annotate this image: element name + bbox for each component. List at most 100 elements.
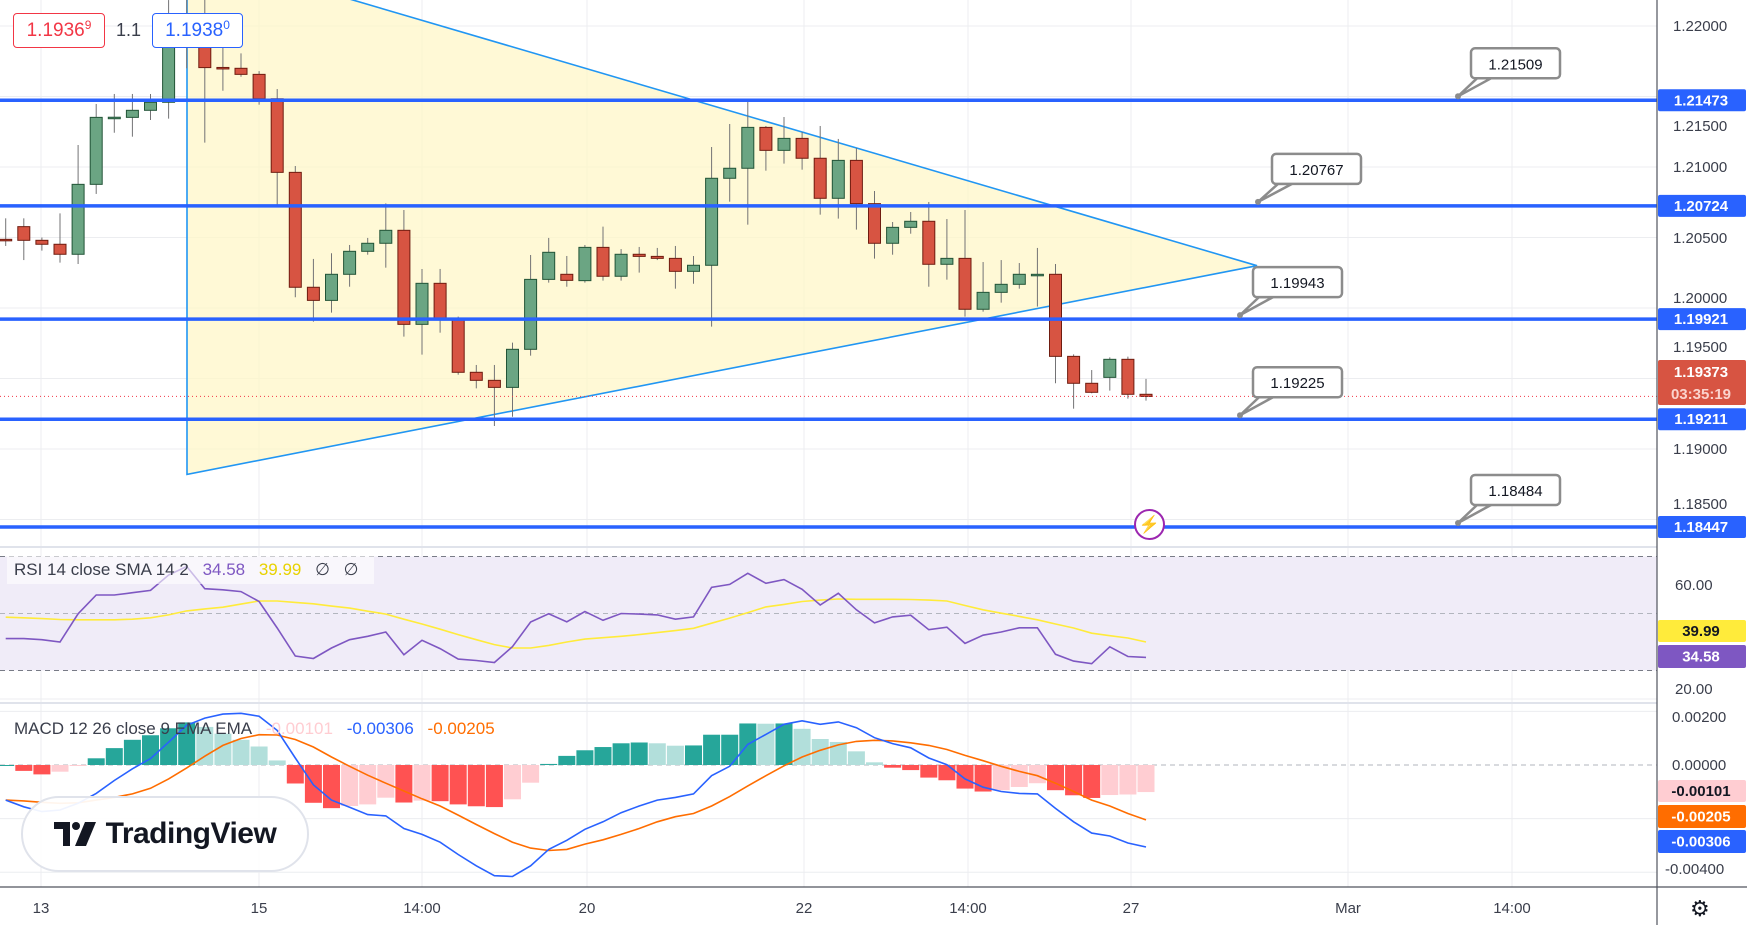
candle-down	[795, 137, 809, 159]
triangle-pattern[interactable]	[186, 0, 1258, 476]
macd-histogram-bar	[431, 765, 449, 802]
callout-price: 1.21509	[1488, 56, 1542, 73]
ask-price-button[interactable]: 1.19380	[152, 13, 243, 48]
macd-histogram-bar	[721, 734, 739, 765]
candle-up	[125, 109, 139, 118]
rsi-legend-title: RSI 14 close SMA 14 2	[14, 560, 189, 579]
macd-histogram-bar	[51, 765, 69, 772]
macd-histogram-bar	[1047, 765, 1064, 791]
price-axis-background[interactable]	[1657, 0, 1747, 925]
macd-histogram-bar	[920, 765, 938, 778]
rsi-legend-na-1: ∅	[315, 560, 330, 579]
candle-down	[632, 253, 646, 257]
macd-histogram-bar	[1028, 765, 1046, 784]
rsi-sma-line	[5, 598, 1147, 649]
time-axis-background[interactable]	[0, 887, 1657, 925]
macd-histogram-bar	[250, 746, 268, 765]
macd-histogram-bar	[522, 765, 540, 783]
time-tick-label: 27	[1123, 900, 1140, 917]
macd-tick-label: 0.00000	[1672, 757, 1726, 774]
level-price-label-bg	[1658, 194, 1746, 217]
candle-up	[831, 159, 845, 199]
callout-box[interactable]	[1469, 473, 1562, 507]
macd-histogram-bar	[576, 750, 594, 765]
candle-up	[361, 242, 375, 252]
candle-up	[89, 116, 103, 185]
callout-anchor[interactable]	[1255, 198, 1261, 205]
candle-down	[596, 246, 610, 277]
candle-down	[1085, 382, 1099, 393]
callout-box[interactable]	[1469, 47, 1562, 80]
macd-histogram-bar	[467, 765, 485, 807]
alert-lightning-icon[interactable]: ⚡	[1134, 509, 1165, 540]
current-price-badge-bg	[1658, 360, 1746, 405]
candle-down	[306, 286, 320, 301]
macd-histogram-bar	[612, 743, 630, 765]
bid-price-button[interactable]: 1.19369	[13, 13, 105, 48]
macd-histogram-bar	[214, 733, 232, 765]
callout-price: 1.19943	[1270, 275, 1324, 292]
rsi-tick-label: 20.00	[1675, 681, 1713, 698]
level-price-label-bg	[1658, 89, 1746, 112]
callout-box[interactable]	[1270, 152, 1363, 186]
candle-down	[469, 371, 483, 381]
rsi-tick-label: 60.00	[1675, 577, 1713, 594]
macd-histogram-bar	[648, 743, 666, 765]
candle-up	[1030, 273, 1044, 277]
price-tick-label: 1.22000	[1673, 18, 1727, 35]
tradingview-watermark[interactable]: TradingView	[21, 796, 309, 872]
macd-histogram-bar	[286, 765, 304, 784]
rsi-legend[interactable]: RSI 14 close SMA 14 2 34.58 39.99 ∅ ∅	[7, 556, 375, 584]
macd-legend-macd: -0.00306	[346, 719, 414, 738]
callout-anchor[interactable]	[1237, 312, 1243, 319]
chart-settings-gear-icon[interactable]: ⚙	[1690, 896, 1710, 921]
candle-down	[17, 226, 31, 241]
macd-histogram-bar	[123, 739, 141, 765]
macd-histogram-bar	[630, 742, 648, 765]
callout-price: 1.20767	[1289, 162, 1343, 179]
candle-down	[849, 159, 863, 205]
callout-anchor[interactable]	[1237, 412, 1243, 419]
macd-histogram-bar	[992, 765, 1010, 791]
callout-box[interactable]	[1251, 365, 1344, 399]
callout-price: 1.19225	[1270, 375, 1324, 392]
level-price-label-bg	[1658, 308, 1746, 331]
macd-histogram-bar	[341, 765, 359, 807]
macd-legend-title: MACD 12 26 close 9 EMA EMA	[14, 719, 253, 738]
callout-anchor[interactable]	[1455, 93, 1461, 100]
candle-up	[723, 167, 737, 179]
callout-pointer	[1257, 182, 1293, 204]
macd-histogram-bar	[666, 745, 684, 765]
macd-panel	[0, 712, 1657, 878]
macd-histogram-bar	[504, 765, 521, 800]
horizontal-levels[interactable]: 1.21509 1.20767 1.19943 1.19225 1.18484	[0, 47, 1657, 529]
candle-down	[35, 239, 49, 245]
macd-legend[interactable]: MACD 12 26 close 9 EMA EMA -0.00101 -0.0…	[7, 715, 511, 743]
time-tick-label: 14:00	[1493, 900, 1531, 917]
bid-price: 1.1936	[26, 20, 85, 41]
triangle-drawing[interactable]	[186, 0, 1258, 476]
macd-histogram-bar	[377, 765, 395, 798]
candle-up	[578, 246, 592, 282]
macd-histogram-bar	[69, 765, 87, 766]
callout-box[interactable]	[1251, 265, 1344, 299]
level-price-label-bg	[1658, 515, 1746, 538]
level-price-label: 1.21473	[1674, 92, 1728, 109]
macd-histogram-bar	[594, 747, 612, 765]
macd-histogram-bar	[685, 745, 702, 765]
macd-histogram-bar	[775, 723, 793, 765]
time-tick-label: 22	[796, 900, 813, 917]
candles	[0, 0, 1153, 427]
candle-down	[922, 220, 936, 265]
callout-anchor[interactable]	[1455, 519, 1461, 526]
macd-histogram-bar	[811, 739, 829, 765]
macd-histogram-bar	[1065, 765, 1083, 796]
price-tick-label: 1.19000	[1673, 441, 1727, 458]
level-price-label: 1.19921	[1674, 311, 1728, 328]
macd-histogram-bar	[1119, 765, 1137, 795]
macd-signal-axis-label-bg	[1658, 805, 1746, 828]
macd-histogram-bar	[866, 762, 883, 765]
macd-histogram-bar	[413, 765, 431, 801]
macd-histogram-bar	[178, 722, 196, 765]
